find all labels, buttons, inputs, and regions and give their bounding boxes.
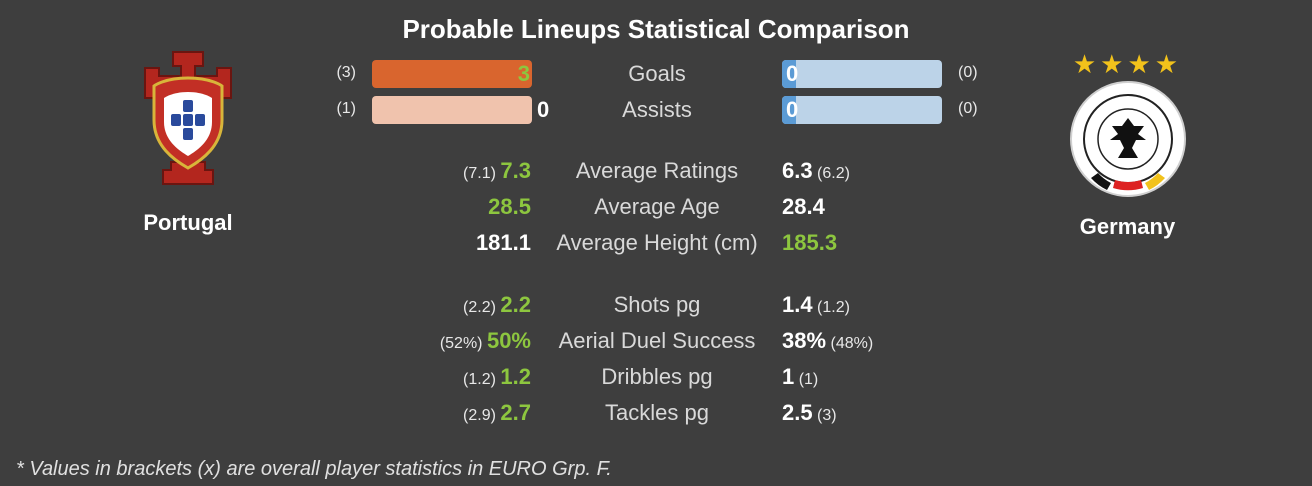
stat-left-value: 7.3 [500,158,531,183]
stat-row-average-ratings: (7.1) 7.3 Average Ratings 6.3 (6.2) [0,158,1312,188]
stat-label: Dribbles pg [601,364,713,389]
stat-row-dribbles-pg: (1.2) 1.2 Dribbles pg 1 (1) [0,364,1312,394]
stat-left-value: 28.5 [488,194,531,219]
goals-label: Goals [628,61,686,86]
stat-row-shots-pg: (2.2) 2.2 Shots pg 1.4 (1.2) [0,292,1312,322]
stat-right-overall: (6.2) [817,165,850,182]
stat-right-value: 38% [782,328,827,353]
stat-right-value: 2.5 [782,400,813,425]
goals-left-value: 3 [517,61,530,86]
stat-row-average-age: 28.5 Average Age 28.4 [0,194,1312,224]
assists-left-value: 0 [537,97,550,122]
stat-right-value: 6.3 [782,158,813,183]
team-name-portugal[interactable]: Portugal [143,210,233,235]
stat-left-value: 181.1 [475,230,531,255]
stat-right-value: 1 [782,364,795,389]
assists-label: Assists [622,97,692,122]
team-portugal[interactable]: Portugal [88,48,288,236]
assists-right-bar: 0 [782,96,942,124]
assists-left-overall: (1) [336,100,356,117]
team-germany[interactable]: ★★★★ Germany [1025,48,1230,240]
stat-left-overall: (2.9) [463,407,496,424]
footnote: * Values in brackets (x) are overall pla… [16,458,612,480]
stat-left-value: 2.2 [500,292,531,317]
stat-label: Average Height (cm) [556,230,758,255]
stars-icon: ★★★★ [1072,49,1183,79]
goals-left-bar: 3 [372,60,532,88]
goals-left-overall: (3) [336,64,356,81]
stat-label: Shots pg [613,292,701,317]
stat-right-overall: (3) [817,407,837,424]
stat-left-value: 1.2 [500,364,531,389]
stat-row-average-height: 181.1 Average Height (cm) 185.3 [0,230,1312,260]
stat-right-overall: (48%) [830,335,874,352]
stat-right-value: 185.3 [782,230,838,255]
stat-right-overall: (1.2) [817,299,850,316]
stat-left-overall: (7.1) [463,165,496,182]
assists-row: (1) 0 Assists 0 (0) [0,96,1312,124]
stat-row-aerial-duel-success: (52%) 50% Aerial Duel Success 38% (48%) [0,328,1312,358]
stat-left-value: 2.7 [500,400,531,425]
assists-right-overall: (0) [958,100,978,117]
stat-label: Aerial Duel Success [558,328,756,353]
stat-left-overall: (2.2) [463,299,496,316]
page-title: Probable Lineups Statistical Comparison [402,14,910,44]
team-name-germany[interactable]: Germany [1079,214,1176,239]
stat-left-overall: (52%) [439,335,483,352]
stat-right-overall: (1) [798,371,819,388]
goals-right-bar: 0 [782,60,942,88]
assists-left-bar [372,96,532,124]
stat-label: Tackles pg [605,400,709,425]
stat-left-value: 50% [486,328,531,353]
stat-right-value: 28.4 [782,194,825,219]
assists-right-value: 0 [786,97,799,122]
stat-right-value: 1.4 [782,292,813,317]
goals-right-overall: (0) [958,64,978,81]
stat-label: Average Ratings [575,158,739,183]
stat-label: Average Age [594,194,720,219]
stat-left-overall: (1.2) [463,371,496,388]
goals-row: (3) 3 Goals 0 (0) [0,60,1312,88]
stat-row-tackles-pg: (2.9) 2.7 Tackles pg 2.5 (3) [0,400,1312,430]
portugal-crest-icon [144,51,232,185]
germany-crest-icon [1069,81,1186,197]
goals-right-value: 0 [786,61,799,86]
